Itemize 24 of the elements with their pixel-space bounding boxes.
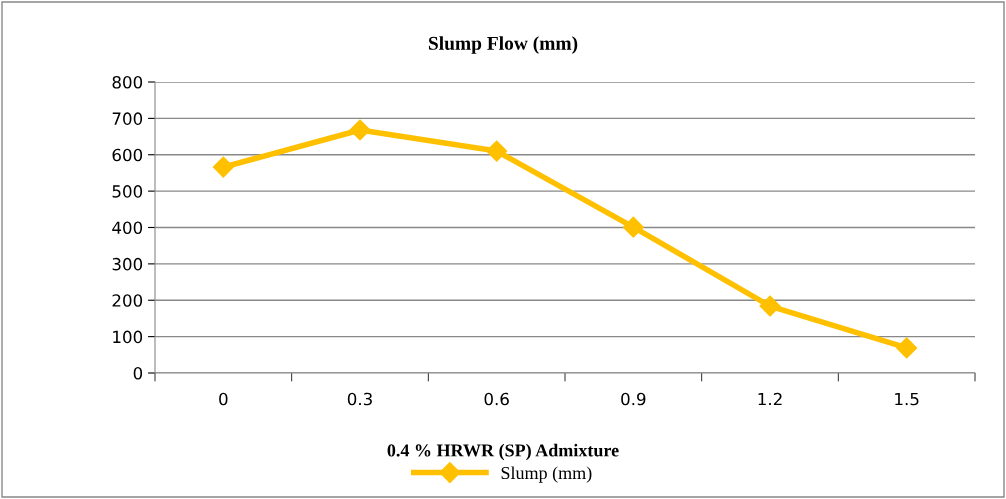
chart-title: Slump Flow (mm)	[428, 36, 578, 54]
x-axis-title: 0.4 % HRWR (SP) Admixture	[387, 443, 619, 461]
y-tick-label: 0	[133, 366, 143, 380]
x-tick-label: 0	[219, 392, 228, 406]
y-tick-label: 300	[112, 257, 143, 271]
point	[622, 216, 644, 238]
x-tick-label: 0.9	[621, 392, 646, 406]
x-tick-label: 1.5	[895, 392, 919, 406]
y-tick-label: 600	[112, 148, 143, 162]
point	[896, 337, 918, 359]
y-tick-label: 800	[112, 75, 143, 89]
x-tick-label: 1.2	[758, 392, 782, 406]
y-tick-label: 500	[112, 185, 143, 198]
point	[486, 140, 508, 162]
y-tick-label: 700	[112, 112, 143, 125]
y-tick-label: 100	[113, 330, 143, 344]
legend-label: Slump (mm)	[501, 466, 592, 483]
y-tick-label: 400	[112, 221, 143, 235]
x-tick-label: 0.6	[484, 392, 509, 406]
point	[212, 156, 234, 178]
point	[349, 119, 371, 141]
point	[759, 295, 781, 317]
y-tick-label: 200	[112, 294, 143, 307]
x-tick-label: 0.3	[347, 392, 372, 406]
